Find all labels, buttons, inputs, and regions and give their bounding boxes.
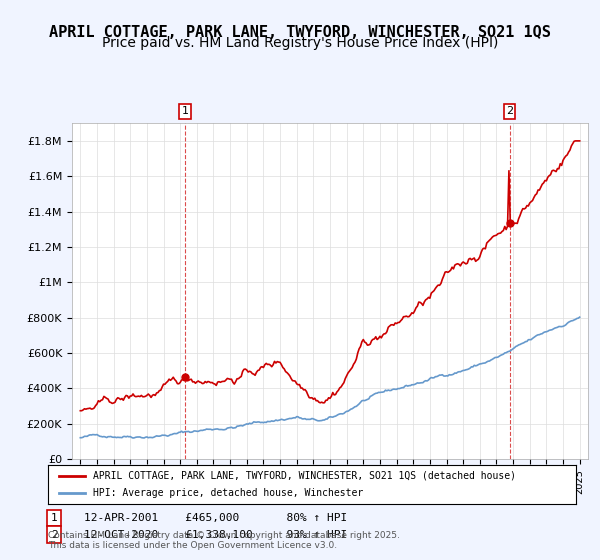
Text: Price paid vs. HM Land Registry's House Price Index (HPI): Price paid vs. HM Land Registry's House … <box>102 36 498 50</box>
Text: Contains HM Land Registry data © Crown copyright and database right 2025.
This d: Contains HM Land Registry data © Crown c… <box>48 530 400 550</box>
Text: 2: 2 <box>506 106 513 116</box>
Text: APRIL COTTAGE, PARK LANE, TWYFORD, WINCHESTER, SO21 1QS: APRIL COTTAGE, PARK LANE, TWYFORD, WINCH… <box>49 25 551 40</box>
Text: 1: 1 <box>181 106 188 116</box>
Text: 12-OCT-2020    £1,338,100     93% ↑ HPI: 12-OCT-2020 £1,338,100 93% ↑ HPI <box>84 530 347 540</box>
Text: HPI: Average price, detached house, Winchester: HPI: Average price, detached house, Winc… <box>93 488 363 498</box>
Text: APRIL COTTAGE, PARK LANE, TWYFORD, WINCHESTER, SO21 1QS (detached house): APRIL COTTAGE, PARK LANE, TWYFORD, WINCH… <box>93 471 516 481</box>
Text: 1: 1 <box>50 513 58 523</box>
Text: 2: 2 <box>50 530 58 540</box>
Text: 12-APR-2001    £465,000       80% ↑ HPI: 12-APR-2001 £465,000 80% ↑ HPI <box>84 513 347 523</box>
